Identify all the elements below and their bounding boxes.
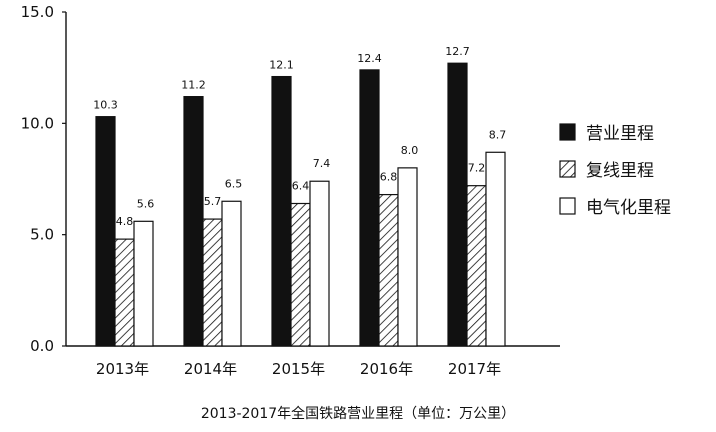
bar: [114, 238, 135, 347]
data-label: 11.2: [181, 79, 206, 92]
bar: [378, 193, 399, 347]
legend-label: 复线里程: [586, 161, 654, 181]
bars: [95, 62, 506, 347]
y-tick-label: 10.0: [21, 114, 54, 132]
bar: [447, 62, 468, 347]
legend-swatch: [559, 123, 576, 141]
x-category-label: 2015年: [272, 360, 325, 378]
data-label: 12.7: [445, 45, 470, 58]
data-label: 4.8: [116, 215, 134, 228]
axes: 0.0 5.0 10.0 15.0 2013年 2014年 2015年 2016年 2017年: [21, 3, 560, 378]
data-label: 8.0: [401, 144, 419, 157]
x-category-label: 2013年: [96, 360, 149, 378]
x-category-label: 2016年: [360, 360, 413, 378]
bar: [309, 180, 330, 347]
bar: [359, 69, 380, 347]
data-label: 12.1: [269, 59, 294, 72]
data-label: 10.3: [93, 99, 118, 112]
bar: [290, 202, 311, 347]
data-label: 6.5: [225, 177, 243, 190]
bar: [133, 220, 154, 347]
data-label: 5.6: [137, 197, 155, 210]
bar: [95, 116, 116, 347]
bar: [183, 96, 204, 347]
bar: [397, 167, 418, 347]
y-tick-label: 0.0: [30, 337, 54, 355]
x-category-label: 2014年: [184, 360, 237, 378]
data-label: 6.4: [292, 179, 310, 192]
x-category-label: 2017年: [448, 360, 501, 378]
legend-swatch: [559, 160, 576, 178]
y-tick-label: 5.0: [30, 226, 54, 244]
chart-caption: 2013-2017年全国铁路营业里程（单位：万公里）: [201, 405, 515, 422]
data-label: 7.4: [313, 157, 331, 170]
legend-swatch: [559, 197, 576, 215]
bar: [485, 151, 506, 347]
data-label: 7.2: [468, 162, 486, 175]
bar: [221, 200, 242, 347]
data-labels: 10.3 4.85.6 11.2 5.76.5 12.1 6.47.4 12.4 6.8 8.0…: [93, 45, 506, 228]
legend-label: 营业里程: [586, 124, 654, 144]
y-tick-label: 15.0: [21, 3, 54, 21]
data-label: 5.7: [204, 195, 222, 208]
legend-label: 电气化里程: [586, 198, 671, 218]
data-label: 12.4: [357, 52, 382, 65]
bar: [466, 185, 487, 347]
data-label: 6.8: [380, 171, 398, 184]
bar: [202, 218, 223, 347]
data-label: 8.7: [489, 128, 507, 141]
bar: [271, 75, 292, 347]
